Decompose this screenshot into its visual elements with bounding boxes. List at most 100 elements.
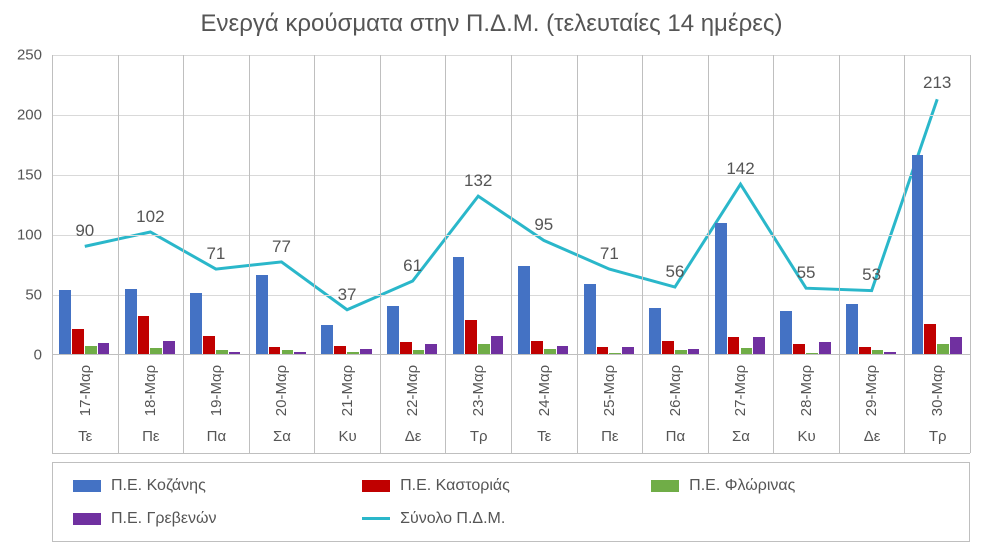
x-weekday-label: Πα [207,428,227,445]
legend-label: Π.Ε. Γρεβενών [111,510,216,528]
bar [85,346,97,354]
line-data-label: 102 [136,207,164,227]
x-weekday-cell: Πε [578,420,644,453]
x-axis-dates: 17-Μαρ 18-Μαρ 19-Μαρ 20-Μαρ 21-Μαρ 22-Μαρ 23-Μ… [52,360,970,420]
bar [360,349,372,354]
legend-bar-swatch [651,480,679,492]
bar [98,343,110,354]
bar [269,347,281,354]
x-date-label: 20-Μαρ [273,364,290,415]
bar [649,308,661,354]
line-data-label: 55 [797,263,816,283]
bar [518,266,530,354]
x-date-label: 25-Μαρ [601,364,618,415]
bar [413,350,425,354]
bar [387,306,399,354]
line-data-label: 71 [206,244,225,264]
bar [912,155,924,354]
x-weekday-cell: Κυ [774,420,840,453]
x-weekday-label: Σα [732,428,750,445]
bar [662,341,674,354]
x-weekday-label: Κυ [797,428,815,445]
bar [793,344,805,354]
bar [163,341,175,354]
x-date-cell: 21-Μαρ [315,360,381,420]
legend-label: Σύνολο Π.Δ.Μ. [400,510,505,528]
chart-container: Ενεργά κρούσματα στην Π.Δ.Μ. (τελευταίες… [0,0,983,552]
bar [203,336,215,354]
legend-item: Π.Ε. Γρεβενών [73,507,362,531]
bar [72,329,84,354]
x-date-cell: 20-Μαρ [250,360,316,420]
x-weekday-cell: Τε [512,420,578,453]
x-date-label: 22-Μαρ [405,364,422,415]
x-weekday-cell: Σα [709,420,775,453]
bar [937,344,949,354]
bar [491,336,503,354]
bar [465,320,477,354]
x-weekday-label: Σα [273,428,291,445]
legend-bar-swatch [73,513,101,525]
bar [597,347,609,354]
bar [453,257,465,354]
x-date-label: 27-Μαρ [732,364,749,415]
bar [125,289,137,354]
x-date-label: 26-Μαρ [667,364,684,415]
legend-label: Π.Ε. Κοζάνης [111,477,206,495]
bar [294,352,306,354]
x-date-cell: 26-Μαρ [643,360,709,420]
legend-label: Π.Ε. Φλώρινας [689,477,795,495]
x-weekday-label: Δε [864,428,881,445]
bar [872,350,884,354]
x-weekday-cell: Δε [840,420,906,453]
line-data-label: 95 [534,215,553,235]
bar [884,352,896,354]
x-date-cell: 28-Μαρ [774,360,840,420]
y-tick-label: 100 [17,227,42,244]
x-weekday-label: Τρ [470,428,488,445]
line-data-label: 71 [600,244,619,264]
bar [347,352,359,354]
x-weekday-cell: Τρ [446,420,512,453]
line-data-label: 142 [726,159,754,179]
line-data-label: 37 [338,285,357,305]
line-data-label: 77 [272,237,291,257]
bar [282,350,294,354]
legend-bar-swatch [73,480,101,492]
bar [256,275,268,354]
bar [425,344,437,354]
bar [334,346,346,354]
y-axis: 050100150200250 [0,55,48,355]
bar [400,342,412,354]
line-data-label: 56 [665,262,684,282]
legend-line-swatch [362,517,390,520]
x-date-label: 17-Μαρ [77,364,94,415]
y-tick-label: 250 [17,47,42,64]
bar [753,337,765,354]
legend-item: Π.Ε. Κοζάνης [73,474,362,498]
bar [190,293,202,354]
x-weekday-label: Δε [405,428,422,445]
x-date-cell: 25-Μαρ [578,360,644,420]
bar [478,344,490,354]
y-tick-label: 200 [17,107,42,124]
bar [59,290,71,354]
x-weekday-label: Κυ [338,428,356,445]
bar [150,348,162,354]
x-date-cell: 19-Μαρ [184,360,250,420]
bar [806,353,818,354]
legend-item: Π.Ε. Φλώρινας [651,474,940,498]
legend-label: Π.Ε. Καστοριάς [400,477,510,495]
legend-bar-swatch [362,480,390,492]
bar [609,353,621,354]
x-date-label: 18-Μαρ [142,364,159,415]
x-weekday-cell: Σα [250,420,316,453]
x-date-cell: 23-Μαρ [446,360,512,420]
bar [950,337,962,354]
bar [544,349,556,354]
line-data-label: 90 [75,221,94,241]
x-date-label: 19-Μαρ [208,364,225,415]
x-date-label: 21-Μαρ [339,364,356,415]
bar [584,284,596,354]
legend-item: Π.Ε. Καστοριάς [362,474,651,498]
